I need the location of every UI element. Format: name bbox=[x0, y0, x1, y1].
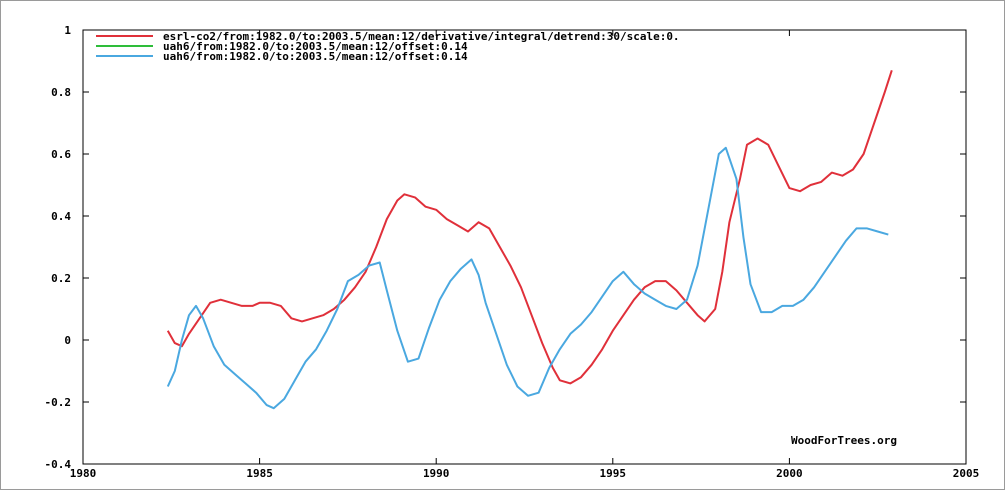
series-group bbox=[166, 69, 893, 410]
legend-label-0: esrl-co2/from:1982.0/to:2003.5/mean:12/d… bbox=[163, 30, 680, 43]
y-tick-label: 0.4 bbox=[51, 210, 71, 223]
plot-area bbox=[82, 29, 967, 465]
legend-label-1: uah6/from:1982.0/to:2003.5/mean:12/offse… bbox=[163, 40, 468, 53]
y-tick-label: 0.2 bbox=[51, 272, 71, 285]
x-tick-label: 1990 bbox=[423, 467, 450, 480]
x-tick-label: 1995 bbox=[600, 467, 627, 480]
x-tick-label: 1985 bbox=[246, 467, 273, 480]
y-tick-label: 0.8 bbox=[51, 86, 71, 99]
y-tick-label: -0.2 bbox=[45, 396, 72, 409]
series-line-0 bbox=[166, 69, 893, 385]
credit-label: WoodForTrees.org bbox=[791, 434, 897, 447]
y-axis: -0.4 -0.2 0 0.2 0.4 0.6 0.8 1 bbox=[45, 24, 966, 471]
x-axis: 1980 1985 1990 1995 2000 2005 bbox=[70, 30, 980, 480]
x-tick-label: 2005 bbox=[953, 467, 980, 480]
y-tick-label: 1 bbox=[64, 24, 71, 37]
series-line-2 bbox=[166, 146, 889, 410]
legend-label-2: uah6/from:1982.0/to:2003.5/mean:12/offse… bbox=[163, 50, 468, 63]
legend: esrl-co2/from:1982.0/to:2003.5/mean:12/d… bbox=[96, 30, 680, 63]
y-tick-label: -0.4 bbox=[45, 458, 72, 471]
x-tick-label: 2000 bbox=[776, 467, 803, 480]
y-tick-label: 0 bbox=[64, 334, 71, 347]
y-tick-label: 0.6 bbox=[51, 148, 71, 161]
x-tick-label: 1980 bbox=[70, 467, 97, 480]
